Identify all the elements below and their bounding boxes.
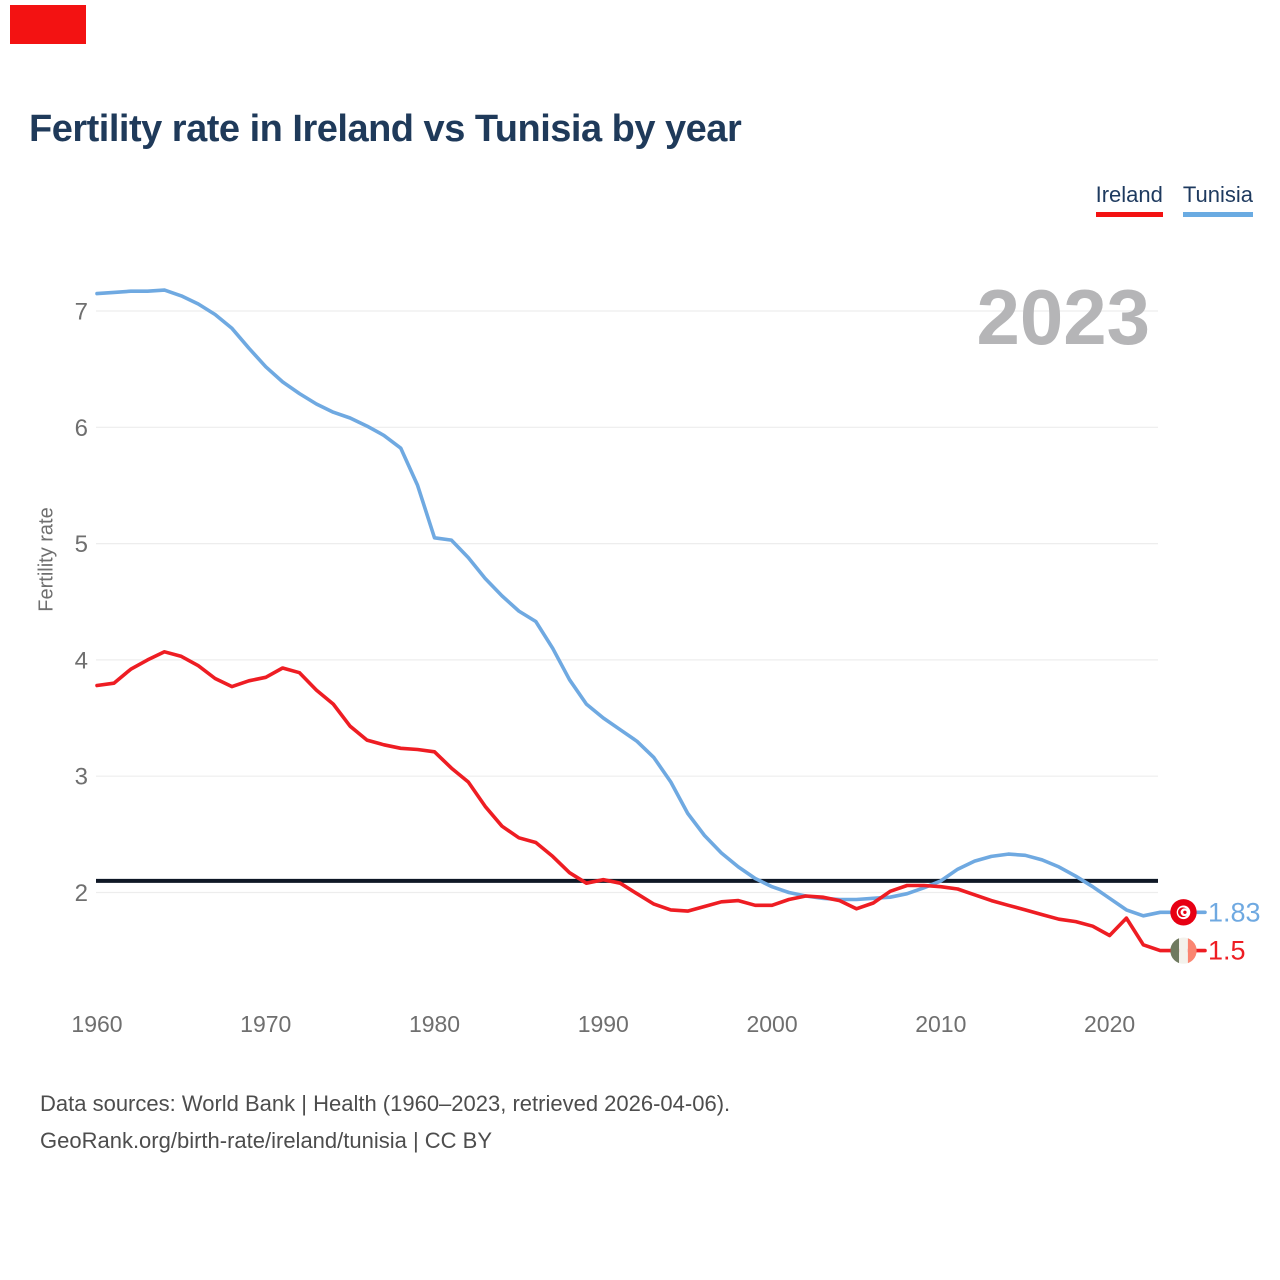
legend-item-tunisia[interactable]: Tunisia <box>1182 182 1253 217</box>
ireland-end-value-label: 1.5 <box>1208 936 1246 966</box>
x-tick-label: 1970 <box>240 1011 291 1037</box>
tunisia-flag-icon <box>1170 899 1197 926</box>
x-tick-label: 1960 <box>71 1011 122 1037</box>
ireland-flag-icon <box>1170 937 1197 964</box>
flag-orange-stripe <box>1187 937 1197 964</box>
flag-star <box>1183 910 1187 914</box>
y-tick-label: 2 <box>75 880 88 907</box>
tunisia-end-value-label: 1.83 <box>1208 897 1261 927</box>
footer-attribution-line: GeoRank.org/birth-rate/ireland/tunisia |… <box>40 1128 493 1153</box>
legend: Ireland Tunisia <box>1095 182 1253 217</box>
x-tick-label: 2000 <box>746 1011 797 1037</box>
watermark-year: 2023 <box>976 273 1150 361</box>
tunisia-line <box>95 288 1207 918</box>
page-title: Fertility rate in Ireland vs Tunisia by … <box>29 108 742 150</box>
x-tick-label: 1980 <box>409 1011 460 1037</box>
y-axis-title: Fertility rate <box>35 507 58 612</box>
footer-sources-line: Data sources: World Bank | Health (1960–… <box>40 1091 731 1116</box>
x-tick-label: 2020 <box>1084 1011 1135 1037</box>
flag-green-stripe <box>1170 937 1180 964</box>
x-tick-label: 1990 <box>578 1011 629 1037</box>
y-tick-label: 4 <box>75 647 88 674</box>
y-tick-label: 6 <box>75 415 88 442</box>
x-tick-label: 2010 <box>915 1011 966 1037</box>
y-tick-label: 5 <box>75 531 88 558</box>
legend-item-ireland[interactable]: Ireland <box>1095 182 1163 217</box>
red-banner <box>10 5 86 44</box>
footer: Data sources: World Bank | Health (1960–… <box>40 1085 730 1159</box>
flag-white-stripe <box>1179 937 1188 964</box>
y-tick-label: 3 <box>75 764 88 791</box>
ireland-line <box>95 649 1207 953</box>
y-tick-label: 7 <box>75 299 88 326</box>
